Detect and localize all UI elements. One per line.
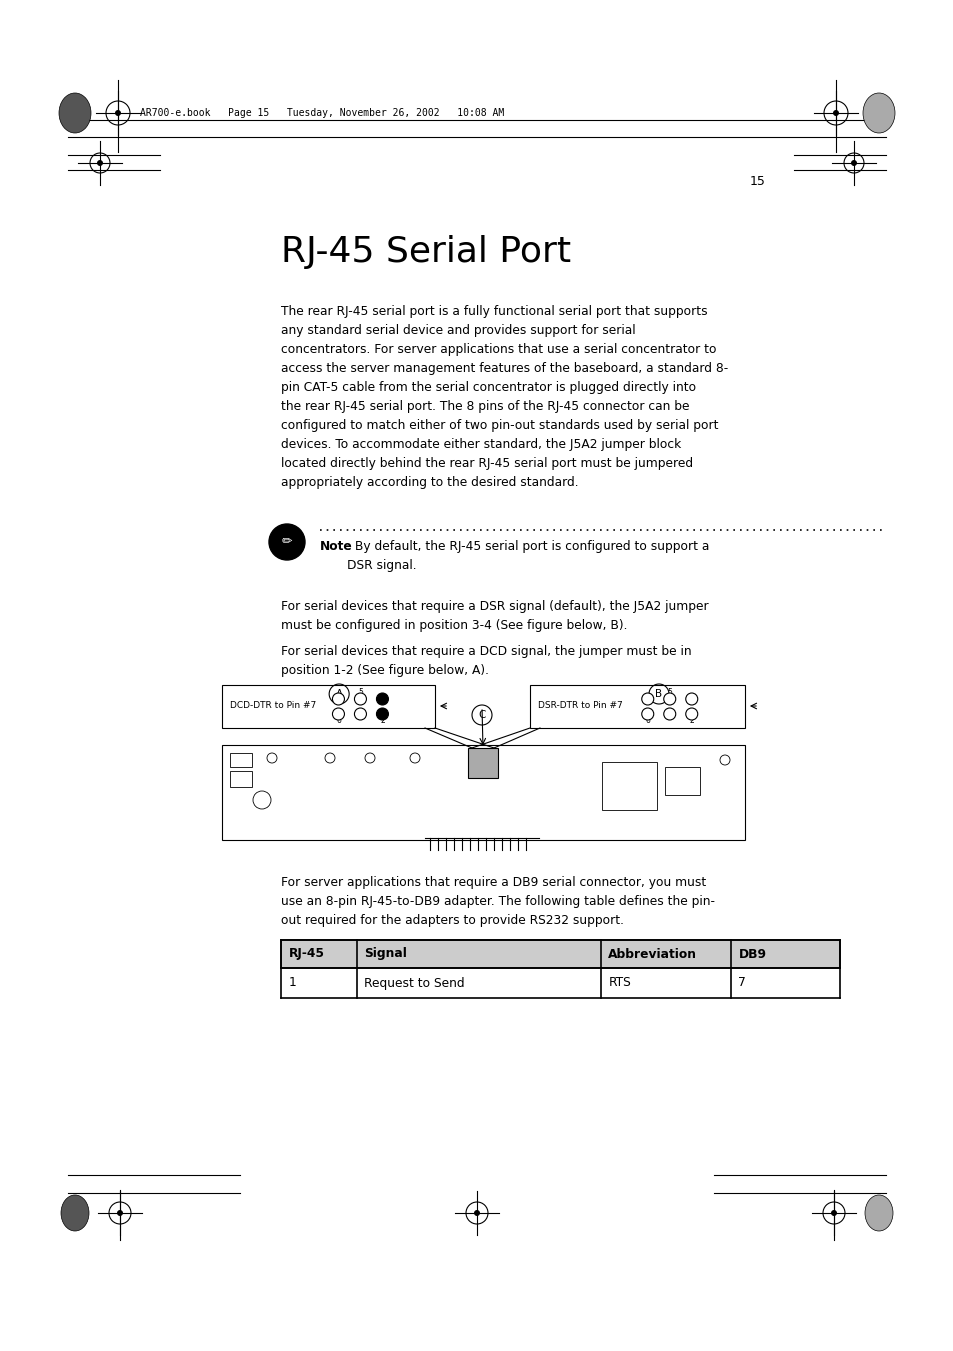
Text: ✏: ✏ [281,535,292,549]
Circle shape [376,693,388,705]
Text: DSR-DTR to Pin #7: DSR-DTR to Pin #7 [537,701,622,711]
Text: C: C [477,711,485,720]
Text: For serial devices that require a DCD signal, the jumper must be in
position 1-2: For serial devices that require a DCD si… [281,644,691,677]
Circle shape [850,159,856,166]
Text: Note: Note [319,540,353,553]
Ellipse shape [864,1196,892,1231]
Text: A: A [335,689,342,698]
Text: 2: 2 [689,716,694,725]
Text: 6: 6 [335,716,340,725]
Circle shape [830,1210,836,1216]
Circle shape [663,708,675,720]
FancyBboxPatch shape [281,940,840,969]
Text: The rear RJ-45 serial port is a fully functional serial port that supports
any s: The rear RJ-45 serial port is a fully fu… [281,305,728,489]
Ellipse shape [61,1196,89,1231]
Circle shape [685,693,697,705]
Circle shape [641,708,653,720]
Circle shape [97,159,103,166]
Text: RJ-45: RJ-45 [288,947,324,961]
Text: Signal: Signal [364,947,407,961]
Circle shape [641,693,653,705]
Text: 7: 7 [738,977,745,989]
Circle shape [332,708,344,720]
Text: DB9: DB9 [738,947,765,961]
Circle shape [663,693,675,705]
Circle shape [115,109,121,116]
Text: For server applications that require a DB9 serial connector, you must
use an 8-p: For server applications that require a D… [281,875,715,927]
Circle shape [832,109,838,116]
Circle shape [117,1210,123,1216]
Circle shape [685,708,697,720]
Text: RJ-45 Serial Port: RJ-45 Serial Port [281,235,571,269]
Circle shape [355,708,366,720]
Circle shape [269,524,305,561]
Ellipse shape [59,93,91,132]
Text: 6: 6 [644,716,650,725]
Circle shape [474,1210,479,1216]
Text: 2: 2 [379,716,384,725]
Text: : By default, the RJ-45 serial port is configured to support a
DSR signal.: : By default, the RJ-45 serial port is c… [347,540,709,571]
Ellipse shape [862,93,894,132]
Text: AR700-e.book   Page 15   Tuesday, November 26, 2002   10:08 AM: AR700-e.book Page 15 Tuesday, November 2… [140,108,504,118]
Text: 1: 1 [288,977,295,989]
Text: For serial devices that require a DSR signal (default), the J5A2 jumper
must be : For serial devices that require a DSR si… [281,600,708,632]
Text: RTS: RTS [608,977,631,989]
Text: Request to Send: Request to Send [364,977,464,989]
Text: 5: 5 [666,688,672,697]
Text: 15: 15 [749,176,765,188]
Circle shape [332,693,344,705]
Text: B: B [655,689,662,698]
Text: 5: 5 [357,688,362,697]
Circle shape [355,693,366,705]
Circle shape [376,708,388,720]
Text: Abbreviation: Abbreviation [608,947,697,961]
FancyBboxPatch shape [468,748,497,778]
Text: DCD-DTR to Pin #7: DCD-DTR to Pin #7 [230,701,315,711]
